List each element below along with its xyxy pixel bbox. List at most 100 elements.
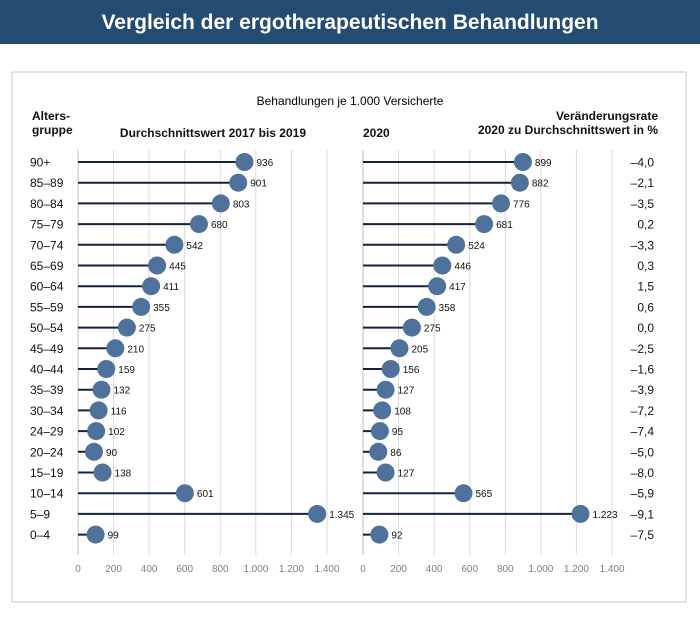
data-label: 803 [233,199,250,210]
data-point [381,360,400,378]
data-point [492,194,511,213]
category-label: 65–69 [30,259,64,273]
data-point [165,235,184,254]
data-point [390,339,409,358]
data-point [132,297,151,316]
data-label: 524 [468,241,485,252]
page-title: Vergleich der ergotherapeutischen Behand… [101,11,598,34]
data-point [229,173,248,192]
data-point [85,442,104,461]
data-point [89,401,108,420]
data-label: 86 [390,448,402,459]
data-point [142,277,161,296]
category-label: 45–49 [30,342,64,356]
category-label: 60–64 [30,280,64,294]
data-label: 358 [439,303,456,314]
x-tick-label: 1.000 [243,564,268,575]
data-label: 936 [256,158,273,169]
data-label: 601 [197,489,214,500]
data-point [235,153,254,171]
x-tick-label: 1.200 [279,564,304,575]
data-point [106,339,125,358]
chart-title: Behandlungen je 1.000 Versicherte [257,94,444,108]
category-label: 5–9 [30,507,50,521]
change-rate-value: –7,5 [631,528,655,542]
x-tick-label: 800 [497,564,514,575]
category-label: 40–44 [30,363,64,377]
data-point [373,401,392,420]
category-label: 70–74 [30,238,64,252]
change-rate-value: –2,5 [631,342,655,356]
x-tick-label: 600 [461,564,478,575]
row-header-line-1: Alters- [32,109,70,123]
data-label: 446 [454,262,471,273]
data-point [376,380,395,399]
data-label: 411 [163,282,179,293]
row-header-line-2: gruppe [32,123,73,137]
data-point [87,422,106,441]
x-tick-label: 1.400 [599,564,624,575]
category-label: 80–84 [30,197,64,211]
change-rate-value: 0,6 [637,300,654,314]
data-point [97,360,116,378]
data-label: 1.223 [593,510,618,521]
data-point [571,504,590,523]
x-tick-label: 400 [141,564,158,575]
x-tick-label: 1.000 [528,564,553,575]
x-tick-label: 800 [212,564,229,575]
change-rate-value: 0,0 [637,321,654,335]
data-label: 680 [211,220,228,231]
rate-header-line-2: 2020 zu Durchschnittswert in % [478,123,658,137]
chart-frame [11,71,687,603]
data-point [513,153,532,171]
change-rate-value: 0,3 [637,259,654,273]
change-rate-value: –5,9 [631,487,655,501]
data-point [475,215,494,234]
change-rate-value: –7,4 [631,425,655,439]
plot-area: Alters-gruppe Durchschnittswert 2017 bis … [30,109,658,575]
x-tick-label: 600 [176,564,193,575]
change-rate-value: –2,1 [631,176,655,190]
category-label: 85–89 [30,176,64,190]
change-rate-value: –3,9 [631,383,655,397]
data-point [148,256,167,275]
category-label: 24–29 [30,425,64,439]
data-label: 99 [108,531,120,542]
data-label: 1.345 [329,510,354,521]
data-label: 882 [532,179,549,190]
data-label: 275 [139,324,156,335]
category-label: 0–4 [30,528,50,542]
change-rate-value: 1,5 [637,280,654,294]
data-point [433,256,452,275]
change-rate-value: 0,2 [637,218,654,232]
x-tick-label: 200 [390,564,407,575]
data-point [175,484,194,503]
data-label: 95 [392,427,404,438]
data-point [417,297,436,316]
data-point [369,442,388,461]
data-label: 127 [398,469,415,480]
data-label: 90 [106,448,118,459]
data-point [428,277,447,296]
change-rate-value: –4,0 [631,156,655,170]
series-title-2020: 2020 [363,126,390,140]
data-label: 108 [394,406,411,417]
data-point [92,380,111,399]
change-rate-value: –8,0 [631,466,655,480]
header-bar [0,0,700,44]
data-point [454,484,473,503]
data-label: 138 [115,469,132,480]
data-label: 776 [513,199,530,210]
category-label: 75–79 [30,218,64,232]
change-rate-value: –9,1 [631,507,655,521]
data-label: 210 [127,344,144,355]
category-label: 30–34 [30,404,64,418]
data-label: 127 [398,386,415,397]
rate-header-line-1: Veränderungsrate [556,109,658,123]
category-label: 90+ [30,156,50,170]
x-tick-label: 1.400 [314,564,339,575]
data-label: 565 [475,489,492,500]
data-label: 901 [250,179,267,190]
data-point [189,215,208,234]
category-label: 15–19 [30,466,64,480]
